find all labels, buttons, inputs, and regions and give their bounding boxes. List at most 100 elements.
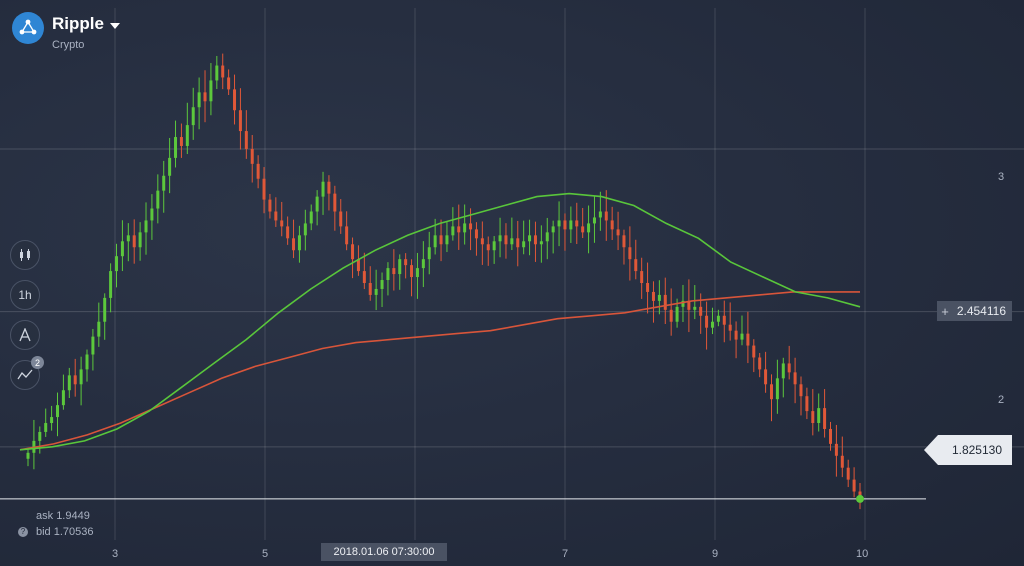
candle-body (610, 220, 614, 230)
candle-body (398, 259, 402, 275)
candle-body (522, 241, 526, 248)
candle-body (740, 333, 744, 340)
candle-body (551, 226, 555, 233)
candle-body (115, 256, 119, 272)
candle-body (640, 271, 644, 283)
candle-body (581, 226, 585, 233)
candle-body (657, 294, 661, 301)
ripple-logo-icon (12, 12, 44, 44)
candle-body (268, 199, 272, 212)
candles-chart-type-button[interactable] (10, 240, 40, 270)
candle-body (775, 378, 779, 400)
crosshair-time-label: 2018.01.06 07:30:00 (321, 543, 447, 561)
candle-body (103, 297, 107, 322)
candle-body (510, 238, 514, 245)
candle-body (368, 283, 372, 295)
candle-body (834, 443, 838, 456)
candle-body (669, 309, 673, 322)
candle-body (716, 315, 720, 322)
candle-body (687, 300, 691, 310)
candle-body (174, 137, 178, 158)
candle-body (451, 226, 455, 236)
candle-body (746, 333, 750, 346)
candle-body (799, 384, 803, 397)
ma-fast-line (19, 192, 861, 451)
candles-icon (20, 249, 30, 261)
candle-body (646, 283, 650, 292)
candle-body (315, 196, 319, 212)
candle-body (846, 467, 850, 480)
candle-body (138, 232, 142, 248)
current-price-dot (856, 494, 864, 503)
candle-body (67, 375, 71, 391)
candle-body (209, 80, 213, 102)
candle-body (663, 294, 667, 310)
candle-body (333, 193, 337, 212)
candle-body (758, 357, 762, 370)
candle-body (339, 211, 343, 227)
candle-body (539, 241, 543, 245)
candle-body (811, 411, 815, 424)
ask-value: 1.9449 (56, 510, 90, 522)
candle-body (858, 491, 862, 498)
candle-body (840, 455, 844, 468)
candle-body (421, 259, 425, 269)
candle-body (463, 223, 467, 233)
candle-body (852, 479, 856, 492)
candle-body (203, 92, 207, 102)
candle-body (628, 247, 632, 260)
asset-header[interactable]: Ripple Crypto (12, 12, 120, 51)
candle-body (303, 223, 307, 236)
timeframe-label: 1h (18, 288, 32, 302)
candlestick-series (26, 53, 862, 510)
candle-body (156, 190, 160, 209)
current-price: 1.825130 (951, 443, 1002, 457)
candle-body (569, 220, 573, 230)
indicators-button[interactable]: 2 (10, 356, 44, 390)
candle-body (504, 235, 508, 245)
candle-body (197, 92, 201, 108)
candle-body (85, 354, 89, 370)
candle-body (26, 452, 30, 459)
timeframe-button[interactable]: 1h (10, 280, 40, 310)
candle-body (415, 268, 419, 278)
candle-body (56, 405, 60, 418)
price-axis-label: 2 (998, 394, 1005, 406)
bid-value: 1.70536 (53, 526, 94, 538)
candle-body (787, 363, 791, 373)
candle-body (492, 241, 496, 251)
candle-body (634, 259, 638, 272)
candle-body (120, 241, 124, 257)
bid-label: bid (36, 526, 51, 538)
candle-body (250, 148, 254, 164)
candle-body (480, 238, 484, 245)
help-icon[interactable]: ? (18, 527, 28, 538)
candle-body (191, 107, 195, 126)
candle-body (545, 232, 549, 242)
crosshair-price-tag: + 2.454116 (937, 301, 1012, 321)
candle-body (162, 175, 166, 191)
candle-body (262, 178, 266, 200)
candle-body (445, 235, 449, 245)
candle-body (286, 226, 290, 239)
asset-selector[interactable]: Ripple (52, 14, 120, 34)
candle-body (356, 259, 360, 272)
candle-body (823, 408, 827, 429)
candle-body (97, 321, 101, 337)
time-axis-label: 3 (112, 548, 119, 560)
candle-body (150, 208, 154, 221)
candle-body (533, 235, 537, 245)
candle-body (516, 238, 520, 248)
candle-body (469, 223, 473, 230)
time-axis-label: 10 (856, 548, 869, 560)
drawing-icon (19, 328, 31, 342)
drawing-tools-button[interactable] (10, 320, 40, 350)
candle-body (392, 268, 396, 275)
candle-body (274, 211, 278, 221)
candle-body (309, 211, 313, 224)
plus-icon[interactable]: + (941, 303, 949, 319)
candle-body (351, 244, 355, 260)
candle-body (38, 431, 42, 441)
candle-body (185, 125, 189, 146)
